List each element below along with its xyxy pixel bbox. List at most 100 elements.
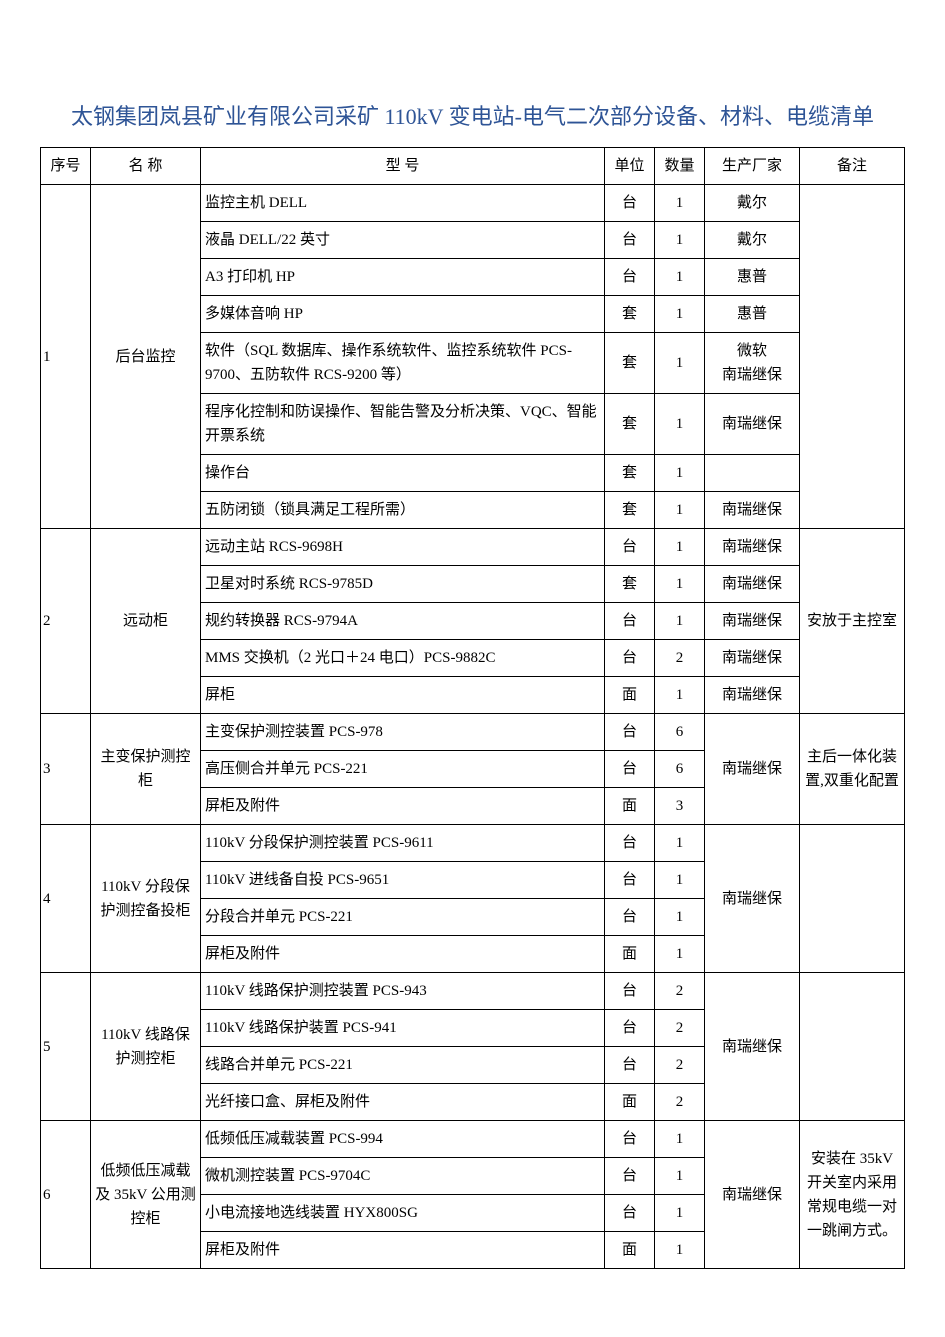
col-note: 备注 bbox=[800, 148, 905, 185]
cell-unit: 台 bbox=[605, 973, 655, 1010]
cell-maker: 南瑞继保 bbox=[705, 529, 800, 566]
cell-model: 远动主站 RCS-9698H bbox=[201, 529, 605, 566]
cell-qty: 1 bbox=[655, 603, 705, 640]
table-row: 3主变保护测控柜主变保护测控装置 PCS-978台6南瑞继保主后一体化装置,双重… bbox=[41, 714, 905, 751]
cell-model: 操作台 bbox=[201, 455, 605, 492]
cell-maker: 南瑞继保 bbox=[705, 492, 800, 529]
col-unit: 单位 bbox=[605, 148, 655, 185]
cell-qty: 1 bbox=[655, 862, 705, 899]
cell-name: 远动柜 bbox=[91, 529, 201, 714]
cell-unit: 台 bbox=[605, 640, 655, 677]
cell-qty: 1 bbox=[655, 899, 705, 936]
cell-note: 主后一体化装置,双重化配置 bbox=[800, 714, 905, 825]
cell-unit: 台 bbox=[605, 259, 655, 296]
cell-model: 规约转换器 RCS-9794A bbox=[201, 603, 605, 640]
cell-qty: 1 bbox=[655, 394, 705, 455]
cell-model: 110kV 分段保护测控装置 PCS-9611 bbox=[201, 825, 605, 862]
cell-unit: 套 bbox=[605, 566, 655, 603]
table-row: 1后台监控监控主机 DELL台1戴尔 bbox=[41, 185, 905, 222]
cell-unit: 台 bbox=[605, 1121, 655, 1158]
cell-qty: 1 bbox=[655, 333, 705, 394]
cell-qty: 1 bbox=[655, 296, 705, 333]
cell-unit: 台 bbox=[605, 1195, 655, 1232]
cell-seq: 3 bbox=[41, 714, 91, 825]
col-maker: 生产厂家 bbox=[705, 148, 800, 185]
cell-maker: 戴尔 bbox=[705, 222, 800, 259]
cell-qty: 2 bbox=[655, 640, 705, 677]
cell-seq: 5 bbox=[41, 973, 91, 1121]
cell-unit: 面 bbox=[605, 1084, 655, 1121]
table-row: 2远动柜远动主站 RCS-9698H台1南瑞继保安放于主控室 bbox=[41, 529, 905, 566]
cell-model: 屏柜 bbox=[201, 677, 605, 714]
cell-unit: 面 bbox=[605, 677, 655, 714]
cell-unit: 台 bbox=[605, 222, 655, 259]
cell-maker: 南瑞继保 bbox=[705, 603, 800, 640]
cell-model: 线路合并单元 PCS-221 bbox=[201, 1047, 605, 1084]
cell-name: 后台监控 bbox=[91, 185, 201, 529]
cell-model: 主变保护测控装置 PCS-978 bbox=[201, 714, 605, 751]
cell-qty: 1 bbox=[655, 1195, 705, 1232]
cell-model: 110kV 进线备自投 PCS-9651 bbox=[201, 862, 605, 899]
cell-unit: 套 bbox=[605, 492, 655, 529]
cell-maker: 南瑞继保 bbox=[705, 640, 800, 677]
cell-note: 安放于主控室 bbox=[800, 529, 905, 714]
col-model: 型 号 bbox=[201, 148, 605, 185]
cell-qty: 1 bbox=[655, 1158, 705, 1195]
cell-qty: 2 bbox=[655, 1084, 705, 1121]
cell-unit: 台 bbox=[605, 529, 655, 566]
cell-unit: 套 bbox=[605, 296, 655, 333]
cell-model: 小电流接地选线装置 HYX800SG bbox=[201, 1195, 605, 1232]
cell-name: 主变保护测控柜 bbox=[91, 714, 201, 825]
cell-qty: 1 bbox=[655, 259, 705, 296]
cell-unit: 套 bbox=[605, 394, 655, 455]
cell-unit: 台 bbox=[605, 825, 655, 862]
cell-note bbox=[800, 973, 905, 1121]
cell-unit: 台 bbox=[605, 751, 655, 788]
cell-maker: 南瑞继保 bbox=[705, 973, 800, 1121]
cell-model: 低频低压减载装置 PCS-994 bbox=[201, 1121, 605, 1158]
cell-maker: 南瑞继保 bbox=[705, 566, 800, 603]
cell-maker: 惠普 bbox=[705, 296, 800, 333]
cell-name: 110kV 分段保护测控备投柜 bbox=[91, 825, 201, 973]
cell-seq: 2 bbox=[41, 529, 91, 714]
cell-qty: 1 bbox=[655, 825, 705, 862]
cell-model: 110kV 线路保护测控装置 PCS-943 bbox=[201, 973, 605, 1010]
cell-unit: 台 bbox=[605, 185, 655, 222]
cell-model: 屏柜及附件 bbox=[201, 1232, 605, 1269]
cell-model: MMS 交换机（2 光口＋24 电口）PCS-9882C bbox=[201, 640, 605, 677]
cell-model: 微机测控装置 PCS-9704C bbox=[201, 1158, 605, 1195]
cell-unit: 台 bbox=[605, 603, 655, 640]
cell-note bbox=[800, 185, 905, 529]
cell-qty: 1 bbox=[655, 185, 705, 222]
col-seq: 序号 bbox=[41, 148, 91, 185]
cell-qty: 1 bbox=[655, 492, 705, 529]
table-body: 1后台监控监控主机 DELL台1戴尔液晶 DELL/22 英寸台1戴尔A3 打印… bbox=[41, 185, 905, 1269]
cell-unit: 台 bbox=[605, 1047, 655, 1084]
cell-maker: 南瑞继保 bbox=[705, 394, 800, 455]
cell-maker: 戴尔 bbox=[705, 185, 800, 222]
cell-unit: 面 bbox=[605, 936, 655, 973]
cell-model: 卫星对时系统 RCS-9785D bbox=[201, 566, 605, 603]
cell-qty: 1 bbox=[655, 529, 705, 566]
cell-qty: 6 bbox=[655, 714, 705, 751]
cell-qty: 2 bbox=[655, 1047, 705, 1084]
cell-maker: 南瑞继保 bbox=[705, 677, 800, 714]
cell-qty: 1 bbox=[655, 455, 705, 492]
cell-unit: 面 bbox=[605, 1232, 655, 1269]
cell-maker: 南瑞继保 bbox=[705, 714, 800, 825]
table-header-row: 序号 名 称 型 号 单位 数量 生产厂家 备注 bbox=[41, 148, 905, 185]
cell-maker: 南瑞继保 bbox=[705, 825, 800, 973]
col-qty: 数量 bbox=[655, 148, 705, 185]
cell-model: 监控主机 DELL bbox=[201, 185, 605, 222]
table-row: 5110kV 线路保护测控柜110kV 线路保护测控装置 PCS-943台2南瑞… bbox=[41, 973, 905, 1010]
cell-seq: 4 bbox=[41, 825, 91, 973]
cell-model: 软件（SQL 数据库、操作系统软件、监控系统软件 PCS-9700、五防软件 R… bbox=[201, 333, 605, 394]
cell-seq: 6 bbox=[41, 1121, 91, 1269]
cell-unit: 台 bbox=[605, 714, 655, 751]
cell-note: 安装在 35kV 开关室内采用常规电缆一对一跳闸方式。 bbox=[800, 1121, 905, 1269]
cell-qty: 2 bbox=[655, 973, 705, 1010]
cell-qty: 1 bbox=[655, 677, 705, 714]
cell-qty: 1 bbox=[655, 1121, 705, 1158]
cell-unit: 台 bbox=[605, 1158, 655, 1195]
cell-model: 多媒体音响 HP bbox=[201, 296, 605, 333]
